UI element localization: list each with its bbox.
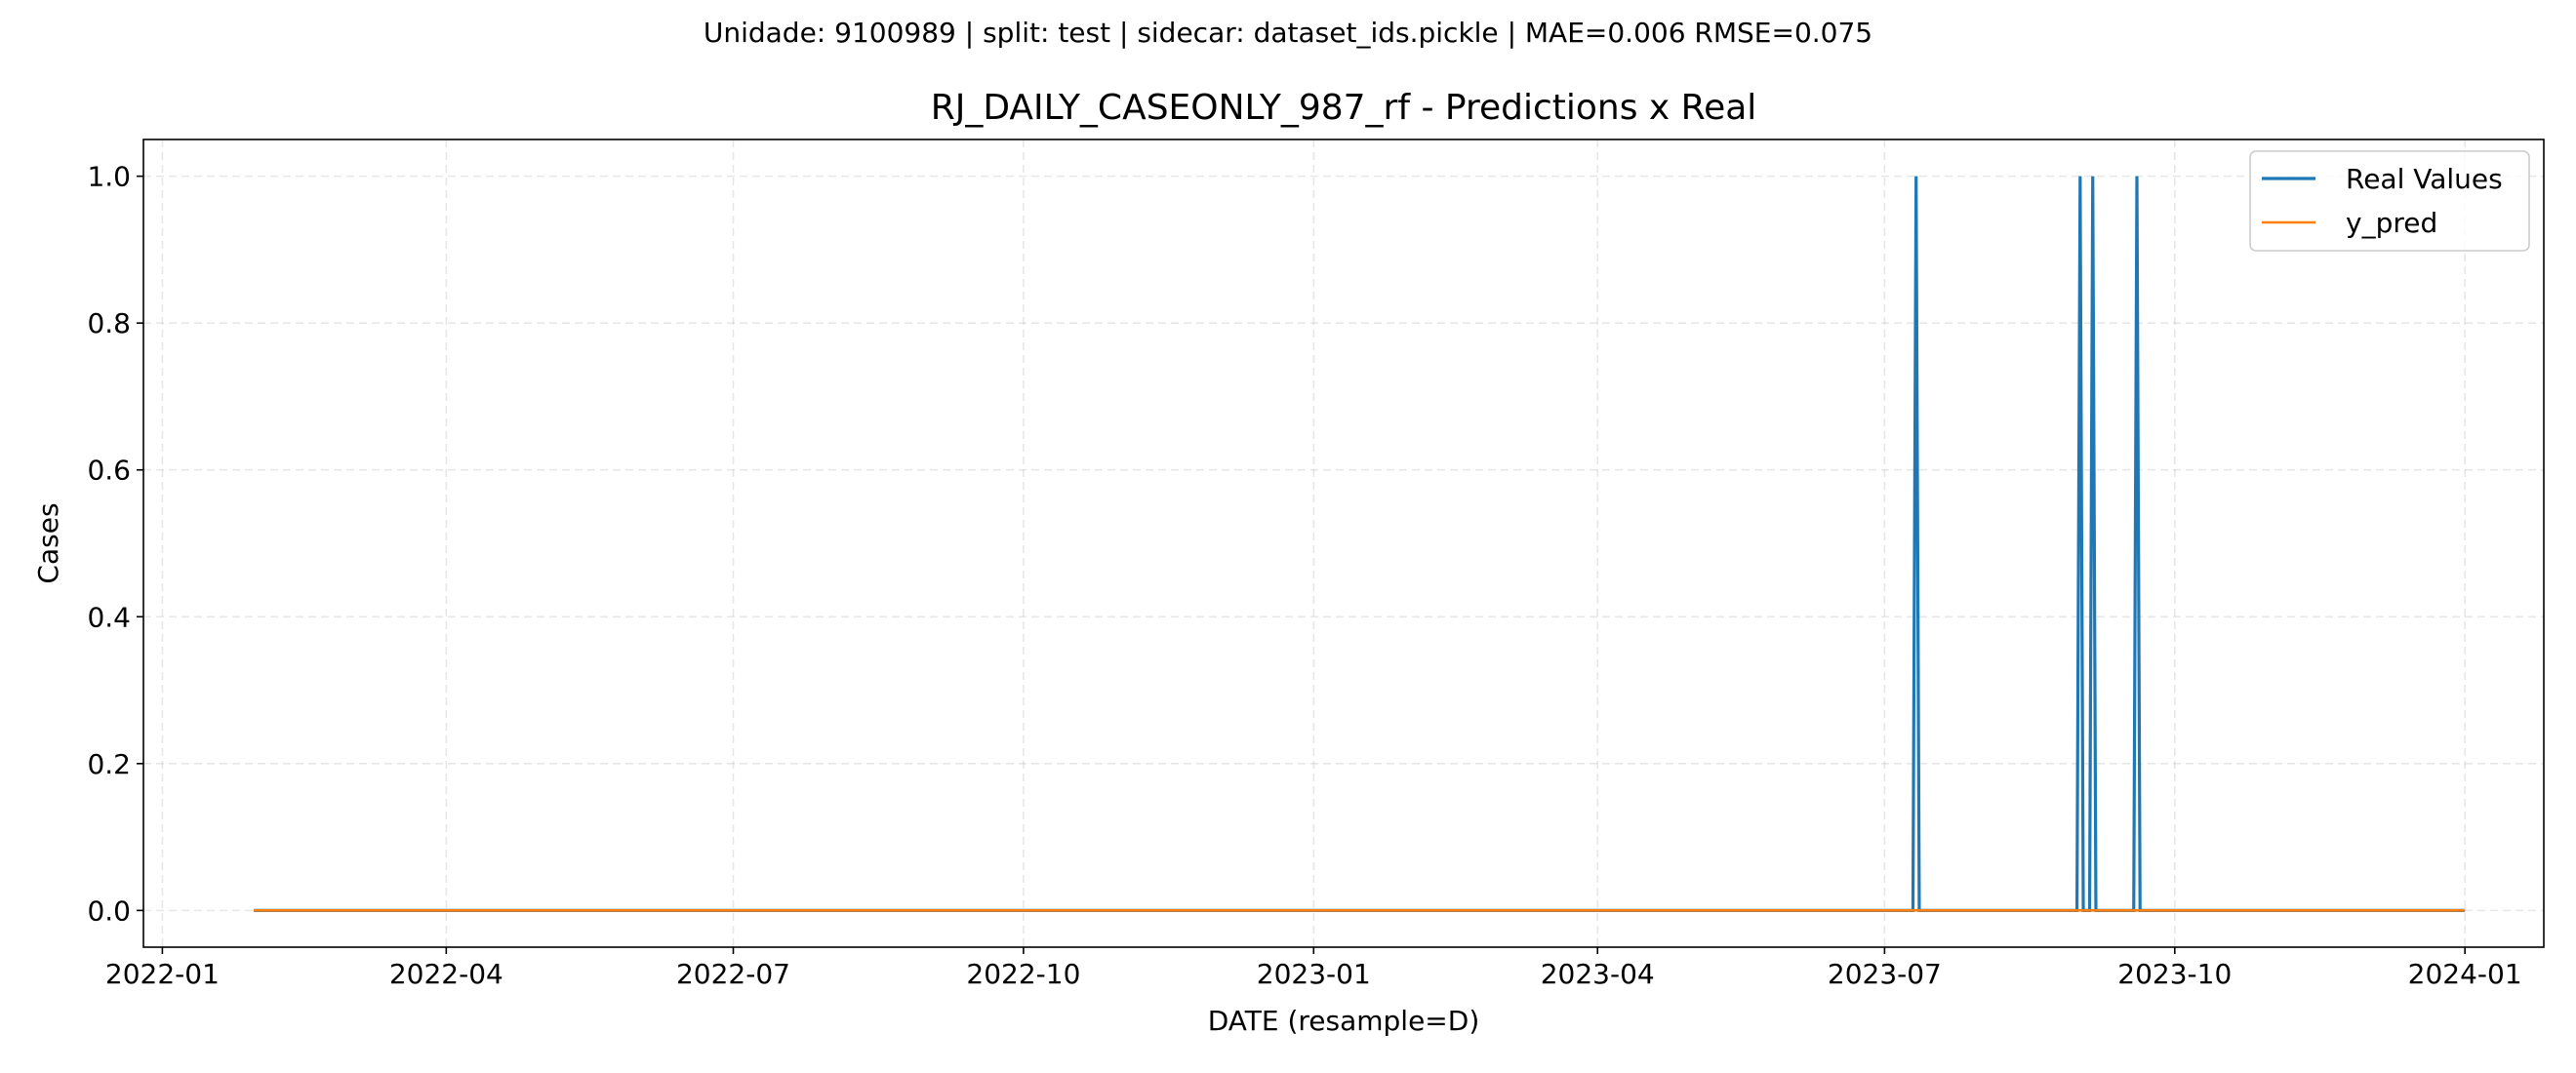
legend: Real Values y_pred [2249, 150, 2530, 252]
legend-label: Real Values [2346, 163, 2503, 195]
y-tick-label: 1.0 [87, 161, 131, 193]
y-tick-label: 0.8 [87, 307, 131, 339]
x-tick-label: 2023-07 [1828, 958, 1942, 990]
x-tick-label: 2022-10 [966, 958, 1080, 990]
x-tick-label: 2022-04 [389, 958, 503, 990]
x-tick-label: 2023-10 [2117, 958, 2232, 990]
chart-title: RJ_DAILY_CASEONLY_987_rf - Predictions x… [931, 88, 1757, 128]
y-tick-label: 0.4 [87, 601, 131, 633]
x-tick-label: 2023-04 [1541, 958, 1655, 990]
y-axis: 0.0 0.2 0.4 0.6 0.8 1.0 [87, 161, 143, 927]
plot-background [143, 139, 2544, 947]
y-tick-label: 0.2 [87, 748, 131, 780]
plot-frame [142, 139, 2545, 948]
x-tick-label: 2024-01 [2408, 958, 2522, 990]
x-tick-label: 2023-01 [1257, 958, 1371, 990]
x-tick-label: 2022-07 [676, 958, 790, 990]
y-axis-label: Cases [32, 502, 64, 583]
legend-label: y_pred [2346, 207, 2437, 239]
x-gridlines [161, 139, 2466, 947]
y-tick-label: 0.6 [87, 455, 131, 487]
legend-box [2249, 150, 2530, 252]
x-axis: 2022-01 2022-04 2022-07 2022-10 2023-01 2023-… [105, 947, 2522, 990]
y-tick-label: 0.0 [87, 894, 131, 927]
plot-area [142, 139, 2545, 948]
x-axis-label: DATE (resample=D) [1208, 1005, 1480, 1037]
x-tick-label: 2022-01 [105, 958, 220, 990]
series-layer [254, 176, 2466, 912]
figure-suptitle: Unidade: 9100989 | split: test | sidecar… [704, 17, 1872, 49]
legend-items: Real Values y_pred [2262, 163, 2503, 239]
